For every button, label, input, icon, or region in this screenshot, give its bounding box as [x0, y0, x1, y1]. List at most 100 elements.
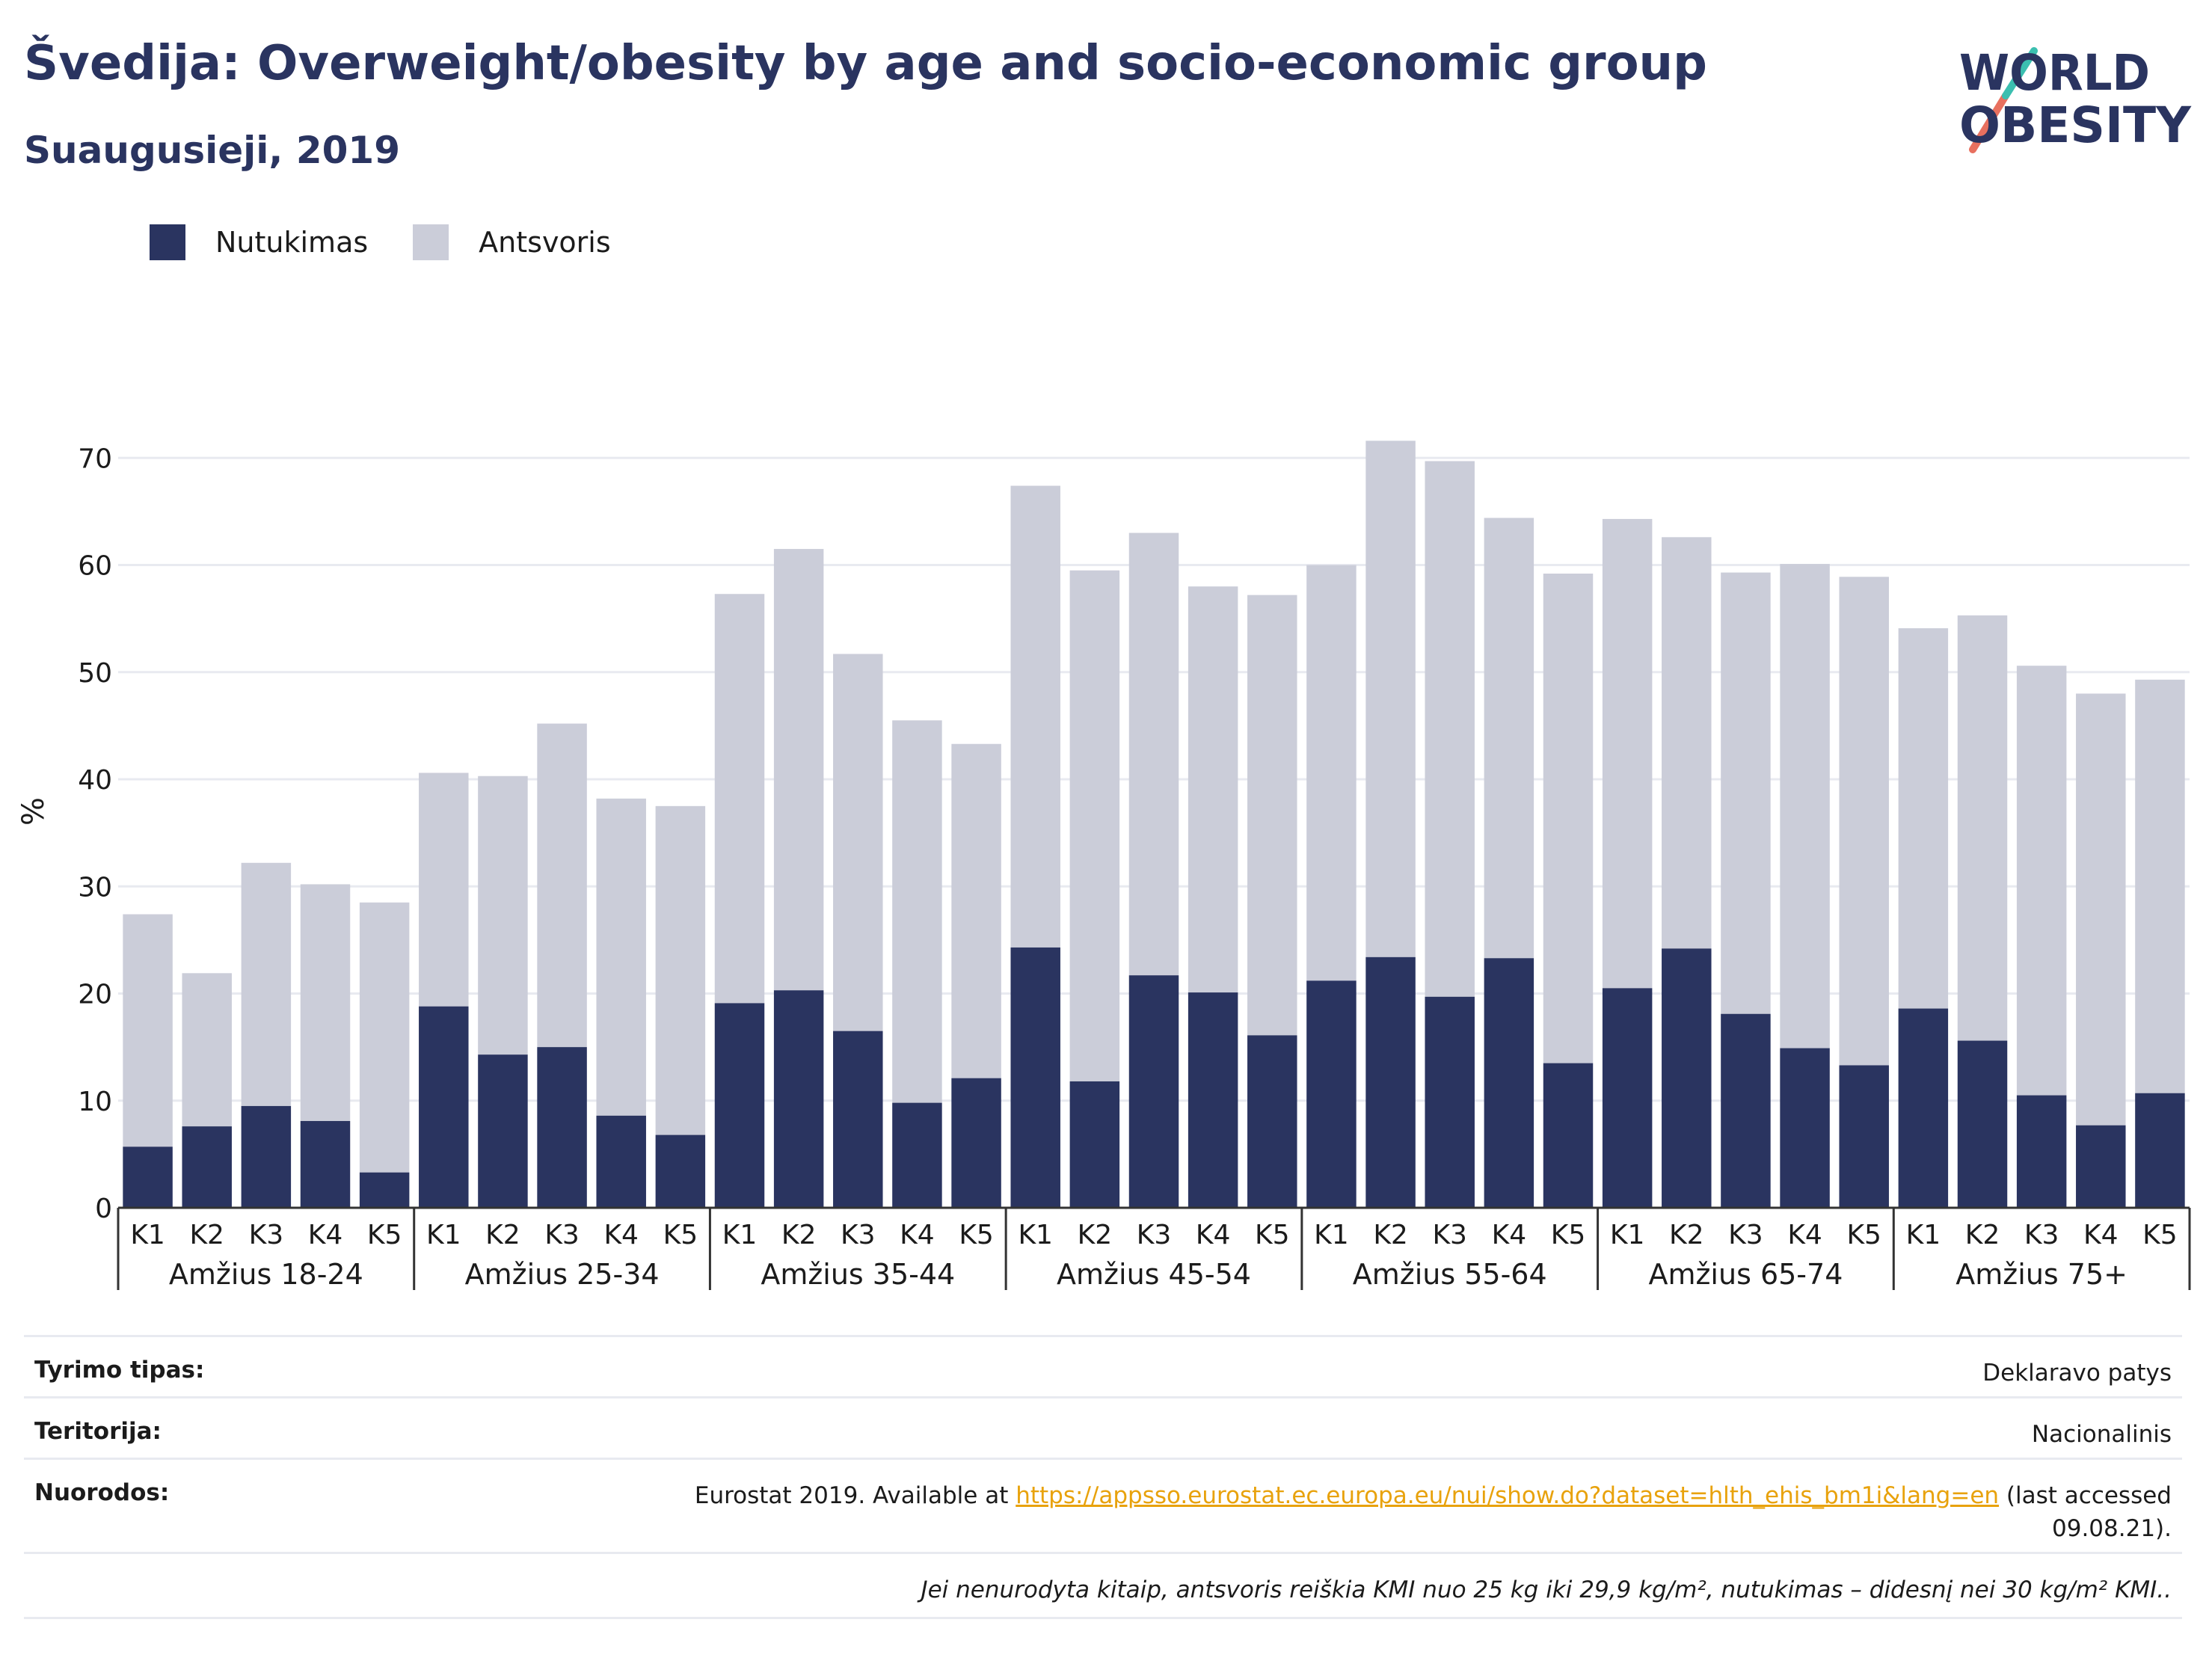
bar-obesity: [1484, 958, 1534, 1208]
x-tick-label: K5: [2142, 1220, 2178, 1250]
x-tick-label: K3: [1728, 1220, 1763, 1250]
x-tick-label: K3: [841, 1220, 876, 1250]
group-label: Amžius 18-24: [169, 1258, 363, 1291]
bar-obesity: [1780, 1048, 1830, 1208]
bar-overweight: [1957, 615, 2008, 1041]
x-tick-label: K5: [1551, 1220, 1586, 1250]
y-tick-label: 40: [78, 765, 112, 796]
x-tick-label: K2: [1373, 1220, 1408, 1250]
bar-overweight: [833, 654, 883, 1031]
bar-overweight: [1484, 518, 1534, 959]
bar-overweight: [1306, 565, 1357, 981]
bar-overweight: [241, 862, 292, 1106]
y-tick-label: 10: [78, 1087, 112, 1117]
x-tick-label: K1: [1906, 1220, 1941, 1250]
x-tick-label: K4: [308, 1220, 343, 1250]
y-tick-label: 60: [78, 551, 112, 582]
bar-obesity: [2076, 1125, 2126, 1208]
references-date: 09.08.21).: [2052, 1515, 2172, 1542]
bars: [123, 440, 2185, 1208]
survey-type-value: Deklaravo patys: [1982, 1360, 2172, 1387]
bar-obesity: [1543, 1063, 1594, 1208]
bar-obesity: [1425, 996, 1475, 1208]
bar-overweight: [2135, 679, 2185, 1093]
y-tick-label: 70: [78, 443, 112, 474]
bar-overweight: [655, 805, 706, 1135]
bar-obesity: [951, 1078, 1001, 1208]
bar-overweight: [1188, 586, 1238, 993]
y-axis-label: %: [16, 797, 51, 826]
bar-overweight: [2076, 693, 2126, 1126]
bar-obesity: [655, 1134, 706, 1208]
logo-line2: OBESITY: [1959, 96, 2192, 154]
x-tick-label: K4: [1492, 1220, 1527, 1250]
bar-overweight: [359, 902, 410, 1173]
bar-overweight: [892, 720, 942, 1103]
bar-overweight: [182, 973, 232, 1127]
legend: Nutukimas Antsvoris: [150, 224, 656, 260]
world-obesity-logo: WORLD OBESITY: [1959, 44, 2192, 154]
bar-obesity: [1602, 988, 1653, 1208]
y-tick-label: 20: [78, 980, 112, 1010]
bar-obesity: [359, 1172, 410, 1208]
logo-slash-top: [2002, 47, 2038, 99]
legend-label-overweight: Antsvoris: [479, 226, 611, 259]
bar-obesity: [182, 1126, 232, 1208]
info-row-references: Nuorodos: Eurostat 2019. Available at ht…: [24, 1458, 2182, 1554]
references-link[interactable]: https://appsso.eurostat.ec.europa.eu/nui…: [1016, 1482, 2000, 1509]
bar-overweight: [1010, 485, 1060, 948]
x-tick-label: K5: [1846, 1220, 1881, 1250]
bar-overweight: [1662, 537, 1712, 949]
bar-obesity: [1247, 1035, 1297, 1208]
bar-obesity: [1188, 992, 1238, 1208]
bar-obesity: [241, 1105, 292, 1208]
chart-subtitle: Suaugusieji, 2019: [24, 129, 400, 172]
info-row-territory: Teritorija: Nacionalinis: [24, 1396, 2182, 1460]
x-tick-label: K4: [603, 1220, 639, 1250]
x-tick-label: K3: [1137, 1220, 1172, 1250]
info-row-survey-type: Tyrimo tipas: Deklaravo patys: [24, 1335, 2182, 1398]
territory-value: Nacionalinis: [2031, 1421, 2172, 1448]
bar-overweight: [1365, 440, 1416, 957]
legend-label-obesity: Nutukimas: [215, 226, 369, 259]
group-label: Amžius 65-74: [1648, 1258, 1843, 1291]
y-tick-label: 0: [95, 1194, 112, 1224]
x-tick-label: K2: [485, 1220, 520, 1250]
legend-item-overweight[interactable]: Antsvoris: [413, 224, 611, 260]
bar-overweight: [123, 914, 173, 1147]
bar-overweight: [300, 884, 351, 1121]
survey-type-label: Tyrimo tipas:: [34, 1357, 205, 1384]
x-tick-label: K3: [249, 1220, 284, 1250]
definition-note: Jei nenurodyta kitaip, antsvoris reiškia…: [921, 1576, 2172, 1603]
bar-obesity: [1957, 1040, 2008, 1208]
bar-overweight: [1780, 564, 1830, 1048]
info-row-note: Jei nenurodyta kitaip, antsvoris reiškia…: [24, 1552, 2182, 1619]
x-tick-label: K1: [1018, 1220, 1053, 1250]
bar-overweight: [1543, 574, 1594, 1063]
group-label: Amžius 55-64: [1353, 1258, 1547, 1291]
x-tick-label: K2: [1965, 1220, 2000, 1250]
x-tick-label: K5: [1255, 1220, 1290, 1250]
x-tick-label: K5: [367, 1220, 402, 1250]
chart-title: Švedija: Overweight/obesity by age and s…: [24, 36, 1707, 91]
x-tick-label: K5: [663, 1220, 698, 1250]
legend-swatch-obesity: [150, 224, 185, 260]
bar-obesity: [1721, 1013, 1771, 1208]
bar-overweight: [1898, 628, 1949, 1009]
bar-obesity: [1010, 947, 1060, 1208]
bar-obesity: [537, 1047, 587, 1208]
x-tick-label: K1: [1314, 1220, 1349, 1250]
bar-overweight: [537, 723, 587, 1048]
bar-obesity: [300, 1120, 351, 1208]
bar-obesity: [1365, 957, 1416, 1208]
x-tick-label: K3: [2024, 1220, 2059, 1250]
bar-overweight: [1602, 518, 1653, 989]
bar-obesity: [478, 1054, 528, 1208]
x-tick-label: K1: [1610, 1220, 1645, 1250]
legend-item-obesity[interactable]: Nutukimas: [150, 224, 368, 260]
bar-obesity: [1306, 980, 1357, 1208]
references-prefix: Eurostat 2019. Available at: [694, 1482, 1016, 1509]
bar-obesity: [773, 990, 824, 1208]
